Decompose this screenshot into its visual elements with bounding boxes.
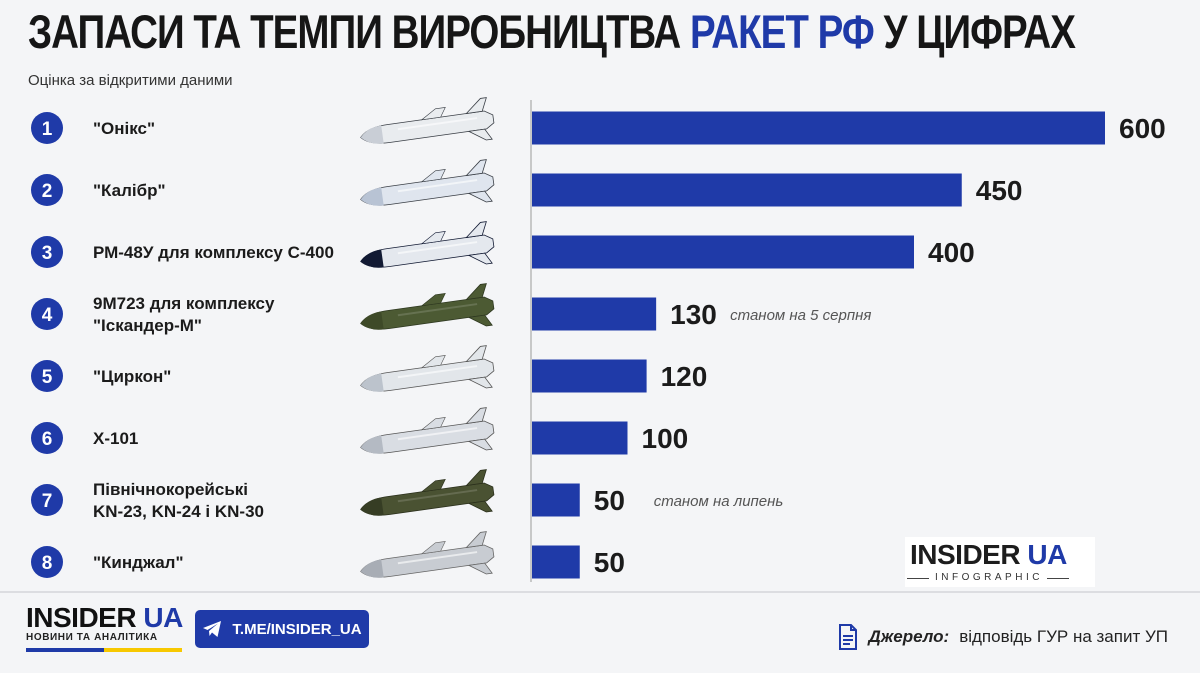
rank-number: 4: [42, 305, 53, 326]
bar: [532, 297, 657, 331]
rank-badge: 7: [31, 484, 63, 516]
rank-number: 1: [42, 119, 53, 140]
value-label: 100: [642, 423, 689, 454]
rank-badge: 6: [31, 422, 63, 454]
footer-divider: [0, 591, 1200, 593]
title-accent: РАКЕТ РФ: [689, 5, 875, 58]
source-text: відповідь ГУР на запит УП: [959, 627, 1168, 646]
chart-row: 5 "Циркон" 120: [31, 345, 708, 393]
category-label: Північнокорейські: [93, 480, 248, 499]
subtitle: Оцінка за відкритими даними: [28, 72, 233, 89]
insider-logo: INSIDER UA НОВИНИ ТА АНАЛІТИКА: [26, 602, 183, 652]
telegram-icon: [203, 621, 222, 637]
category-label: "Калібр": [93, 181, 166, 200]
rank-badge: 4: [31, 298, 63, 330]
chart-row: 7 Північнокорейські KN-23, KN-24 і KN-30 50…: [31, 469, 784, 521]
category-label: РМ-48У для комплексу С-400: [93, 243, 334, 262]
category-label: KN-23, KN-24 і KN-30: [93, 502, 264, 521]
rank-number: 2: [42, 181, 53, 202]
missile-zircon-icon: [360, 345, 495, 392]
rank-badge: 3: [31, 236, 63, 268]
category-label: "Іскандер-М": [93, 316, 202, 335]
category-label: "Онікс": [93, 119, 155, 138]
rank-badge: 2: [31, 174, 63, 206]
bar-note: станом на липень: [654, 493, 784, 510]
category-label: Х-101: [93, 429, 138, 448]
missile-48n6-icon: [360, 221, 495, 268]
value-label: 50: [594, 485, 625, 516]
value-label: 400: [928, 237, 975, 268]
rank-number: 7: [42, 491, 53, 512]
missile-onyx-icon: [360, 97, 495, 144]
insider-infographic-logo: INSIDER UA INFOGRAPHIC: [905, 537, 1095, 587]
rank-badge: 5: [31, 360, 63, 392]
source-label: Джерело:: [868, 627, 950, 646]
missile-kalibr-icon: [360, 159, 495, 206]
missile-iskander-icon: [360, 283, 495, 330]
document-icon: [839, 624, 858, 650]
chart-row: 3 РМ-48У для комплексу С-400 400: [31, 221, 975, 269]
value-label: 120: [661, 361, 708, 392]
bar: [532, 173, 962, 207]
category-label: "Кинджал": [93, 553, 184, 572]
missile-kn23-icon: [360, 469, 495, 516]
rank-number: 6: [42, 429, 53, 450]
missile-kinzhal-icon: [360, 531, 495, 578]
chart-row: 1 "Онікс" 600: [31, 97, 1166, 145]
chart-row: 6 Х-101 100: [31, 407, 689, 455]
category-label: 9М723 для комплексу: [93, 294, 275, 313]
chart-row: 4 9М723 для комплексу "Іскандер-М" 130 стано…: [31, 283, 871, 335]
logo-tagline: НОВИНИ ТА АНАЛІТИКА: [26, 632, 158, 643]
bar: [532, 111, 1105, 145]
category-label: "Циркон": [93, 367, 171, 386]
rank-number: 3: [42, 243, 53, 264]
missile-kh101-icon: [360, 407, 495, 454]
telegram-link-button[interactable]: T.ME/INSIDER_UA: [195, 610, 369, 648]
infographic-label: INFOGRAPHIC: [907, 572, 1069, 583]
value-label: 450: [976, 175, 1023, 206]
rank-number: 5: [42, 367, 53, 388]
bar: [532, 545, 580, 579]
page-title: ЗАПАСИ ТА ТЕМПИ ВИРОБНИЦТВА РАКЕТ РФ У Ц…: [28, 5, 1076, 58]
rank-badge: 8: [31, 546, 63, 578]
bar: [532, 235, 914, 269]
bar-note: станом на 5 серпня: [730, 307, 871, 324]
rank-badge: 1: [31, 112, 63, 144]
value-label: 600: [1119, 113, 1166, 144]
telegram-label: T.ME/INSIDER_UA: [232, 620, 362, 638]
value-label: 130: [670, 299, 717, 330]
chart-row: 8 "Кинджал" 50: [31, 531, 625, 579]
chart-row: 2 "Калібр" 450: [31, 159, 1023, 207]
rank-number: 8: [42, 553, 53, 574]
source-note: Джерело: відповідь ГУР на запит УП: [838, 624, 1168, 650]
value-label: 50: [594, 547, 625, 578]
bar: [532, 359, 647, 393]
bar: [532, 421, 628, 455]
bar: [532, 483, 580, 517]
flag-stripe: [26, 648, 182, 652]
